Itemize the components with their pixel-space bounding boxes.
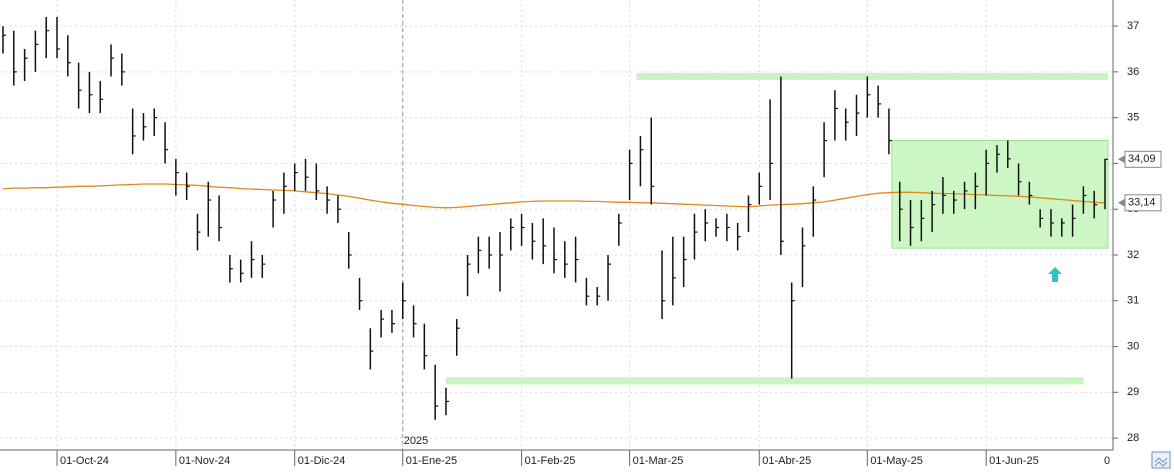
x-end-label: 0: [1104, 455, 1110, 467]
scroll-icon: [1154, 457, 1168, 467]
x-tick-label: 01-Jun-25: [989, 455, 1039, 467]
last-value-label: 34,09: [1128, 153, 1156, 165]
x-tick-label: 01-Nov-24: [179, 455, 230, 467]
x-tick-label: 01-May-25: [870, 455, 923, 467]
x-tick-label: 01-Ene-25: [406, 455, 457, 467]
x-tick-label: 01-Oct-24: [60, 455, 109, 467]
last-value-pointer: [1118, 155, 1125, 164]
x-tick-label: 01-Abr-25: [762, 455, 811, 467]
x-tick-label: 01-Mar-25: [633, 455, 684, 467]
y-tick-label: 36: [1127, 66, 1139, 78]
y-tick-label: 30: [1127, 340, 1139, 352]
up-arrow: [1048, 267, 1062, 282]
resistance-band: [636, 72, 1108, 80]
y-tick-label: 29: [1127, 386, 1139, 398]
y-tick-label: 35: [1127, 112, 1139, 124]
last-value-label: 33,14: [1128, 197, 1156, 209]
support-band: [445, 377, 1084, 385]
y-tick-label: 31: [1127, 295, 1139, 307]
y-tick-label: 32: [1127, 249, 1139, 261]
y-tick-label: 28: [1127, 432, 1139, 444]
x-tick-label: 01-Feb-25: [525, 455, 576, 467]
last-value-pointer: [1118, 198, 1125, 207]
x-tick-label: 01-Dic-24: [298, 455, 346, 467]
y-tick-label: 37: [1127, 20, 1139, 32]
range-box: [891, 140, 1109, 249]
year-label: 2025: [404, 435, 428, 447]
